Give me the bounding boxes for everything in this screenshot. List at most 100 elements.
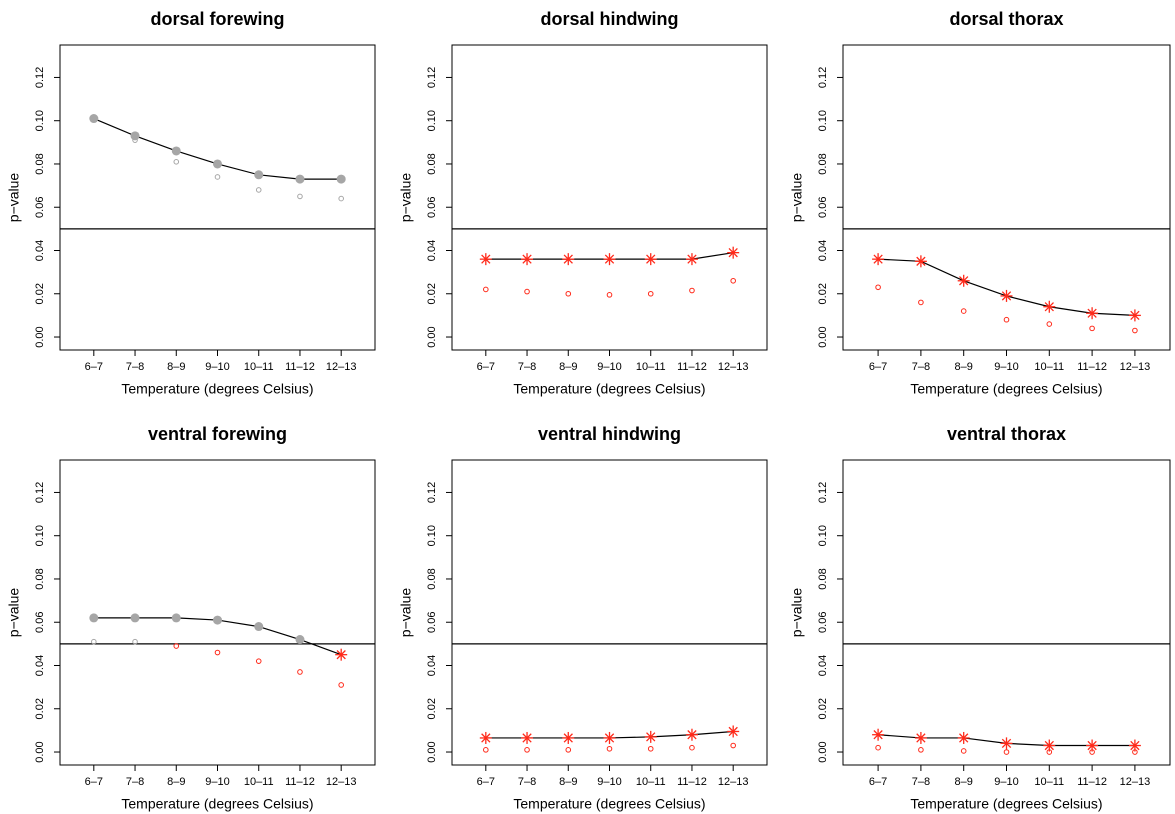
- y-tick-label: 0.02: [817, 698, 829, 719]
- y-tick-label: 0.10: [426, 525, 438, 546]
- trend-line: [93, 117, 342, 180]
- y-tick-label: 0.08: [426, 153, 438, 174]
- panel: dorsal thorax Temperature (degrees Celsiu…: [789, 9, 1171, 397]
- raw-point: [338, 195, 344, 202]
- asterisk-point: [914, 255, 927, 268]
- asterisk-stroke: [728, 726, 738, 737]
- asterisk-point: [603, 731, 616, 744]
- asterisk-point: [521, 253, 534, 266]
- asterisk-point: [957, 731, 970, 744]
- plot-frame: [451, 44, 768, 351]
- point: [89, 613, 99, 623]
- x-tick-label: 11–12: [1077, 776, 1107, 788]
- asterisk-point: [727, 725, 740, 738]
- panel: ventral forewing Temperature (degrees Cel…: [6, 424, 376, 812]
- x-tick-label: 8–9: [559, 361, 577, 373]
- panel: dorsal hindwing Temperature (degrees Cels…: [398, 9, 768, 397]
- x-tick-label: 11–12: [285, 361, 315, 373]
- point: [336, 174, 346, 184]
- asterisk-point: [644, 730, 657, 743]
- y-tick-label: 0.10: [817, 110, 829, 131]
- raw-point: [483, 747, 489, 753]
- asterisk-stroke: [959, 276, 969, 286]
- y-tick-label: 0.02: [817, 283, 829, 304]
- y-tick-label: 0.12: [34, 482, 46, 503]
- y-tick-label: 0.12: [34, 67, 46, 88]
- y-tick-label: 0.08: [34, 153, 46, 174]
- x-tick-label: 11–12: [285, 776, 315, 788]
- asterisk-stroke: [522, 733, 532, 743]
- y-tick-label: 0.06: [817, 612, 829, 633]
- point: [254, 170, 264, 180]
- x-tick-label: 10–11: [1034, 361, 1064, 373]
- raw-point: [875, 284, 881, 291]
- y-tick-label: 0.10: [426, 110, 438, 131]
- point: [295, 635, 305, 645]
- x-tick-label: 6–7: [85, 776, 103, 788]
- asterisk-point: [1043, 739, 1056, 752]
- raw-point: [214, 649, 221, 656]
- asterisk-stroke: [522, 254, 532, 264]
- y-tick-label: 0.06: [34, 197, 46, 218]
- asterisk-point: [1086, 307, 1099, 320]
- raw-point: [689, 287, 695, 294]
- y-tick-label: 0.00: [817, 741, 829, 762]
- raw-point: [1089, 325, 1095, 332]
- raw-point: [338, 682, 344, 688]
- raw-point: [483, 286, 489, 293]
- asterisk-point: [1000, 737, 1013, 750]
- raw-point: [918, 747, 924, 753]
- asterisk-stroke: [604, 254, 615, 264]
- y-axis-label: p−value: [6, 588, 22, 638]
- x-axis-label: Temperature (degrees Celsius): [121, 381, 313, 397]
- raw-point: [91, 638, 97, 645]
- asterisk-point: [1043, 300, 1056, 313]
- asterisk-stroke: [336, 650, 346, 660]
- raw-point: [173, 159, 180, 165]
- raw-point: [960, 748, 967, 754]
- asterisk-point: [644, 253, 657, 266]
- x-tick-label: 12–13: [718, 776, 749, 788]
- x-tick-label: 12–13: [1120, 361, 1151, 373]
- y-axis-label: p−value: [398, 173, 414, 223]
- asterisk-stroke: [1044, 740, 1054, 751]
- y-tick-label: 0.10: [817, 525, 829, 546]
- asterisk-point: [562, 731, 575, 744]
- raw-point: [689, 744, 695, 751]
- x-tick-label: 8–9: [167, 361, 185, 373]
- panel-title: dorsal thorax: [949, 9, 1063, 29]
- x-tick-label: 9–10: [597, 361, 621, 373]
- asterisk-stroke: [728, 247, 738, 258]
- asterisk-point: [1000, 289, 1013, 302]
- y-tick-label: 0.00: [34, 741, 46, 762]
- raw-point: [524, 747, 530, 753]
- x-tick-label: 8–9: [955, 361, 973, 373]
- raw-point: [255, 187, 262, 193]
- panel-title: ventral thorax: [947, 424, 1066, 444]
- point: [89, 114, 99, 124]
- point: [130, 613, 140, 623]
- asterisk-point: [957, 274, 970, 287]
- x-axis-label: Temperature (degrees Celsius): [513, 796, 705, 812]
- y-tick-label: 0.04: [34, 240, 46, 261]
- asterisk-stroke: [1087, 740, 1097, 751]
- panel-title: ventral forewing: [148, 424, 287, 444]
- raw-point: [297, 193, 303, 200]
- raw-point: [214, 174, 221, 180]
- y-tick-label: 0.02: [426, 283, 438, 304]
- asterisk-point: [872, 253, 885, 266]
- raw-point: [524, 288, 530, 295]
- y-tick-label: 0.00: [426, 326, 438, 347]
- y-tick-label: 0.04: [426, 655, 438, 676]
- x-tick-label: 7–8: [912, 361, 930, 373]
- asterisk-stroke: [873, 254, 883, 264]
- asterisk-point: [479, 253, 492, 266]
- x-axis-label: Temperature (degrees Celsius): [513, 381, 705, 397]
- raw-point: [565, 747, 572, 753]
- raw-point: [1132, 327, 1138, 334]
- y-axis-label: p−value: [6, 173, 22, 223]
- raw-point: [297, 669, 303, 675]
- x-tick-label: 10–11: [244, 361, 274, 373]
